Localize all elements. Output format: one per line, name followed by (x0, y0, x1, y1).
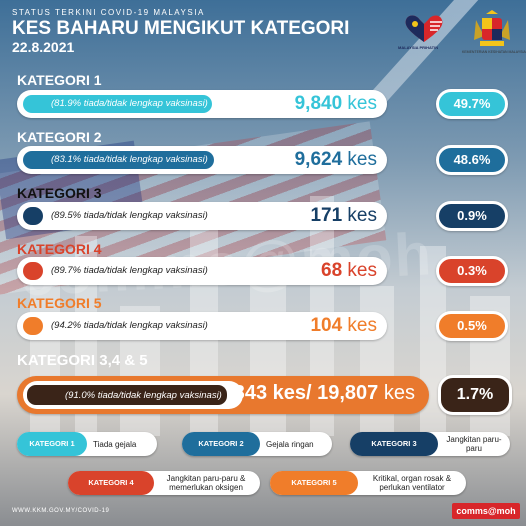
legend-category-5: KATEGORI 5 Kritikal, organ rosak & perlu… (270, 471, 466, 495)
category-5-label: KATEGORI 5 (17, 295, 102, 311)
legend-category-3: KATEGORI 3 Jangkitan paru-paru (350, 432, 510, 456)
legend-category-5-tag: KATEGORI 5 (270, 471, 358, 495)
kkm-caption: KEMENTERIAN KESIHATAN MALAYSIA (462, 50, 526, 54)
legend-category-3-tag: KATEGORI 3 (350, 432, 438, 456)
combined-category-label: KATEGORI 3,4 & 5 (17, 352, 148, 369)
page-title: KES BAHARU MENGIKUT KATEGORI (12, 18, 350, 39)
category-1-vaccination-bar (23, 95, 212, 113)
category-5-case-count: 104 kes (310, 315, 377, 336)
report-date: 22.8.2021 (12, 39, 75, 55)
malaysia-prihatin-caption: MALAYSIA PRIHATIN (398, 45, 439, 50)
kkm-crest-logo: KEMENTERIAN KESIHATAN MALAYSIA (462, 10, 526, 56)
combined-row: (91.0% tiada/tidak lengkap vaksinasi) 34… (17, 376, 429, 414)
category-2-row: (83.1% tiada/tidak lengkap vaksinasi) 9,… (17, 146, 387, 174)
category-1-vaccination-note: (81.9% tiada/tidak lengkap vaksinasi) (51, 98, 208, 109)
category-5-vaccination-bar (23, 317, 43, 335)
legend-category-5-desc: Kritikal, organ rosak & perlukan ventila… (372, 474, 452, 492)
category-1-row: (81.9% tiada/tidak lengkap vaksinasi) 9,… (17, 90, 387, 118)
legend-category-4-desc: Jangkitan paru-paru & memerlukan oksigen (166, 474, 246, 492)
legend-category-2-tag: KATEGORI 2 (182, 432, 260, 456)
category-2-vaccination-note: (83.1% tiada/tidak lengkap vaksinasi) (51, 154, 208, 165)
category-4-label: KATEGORI 4 (17, 241, 102, 257)
category-2-case-count: 9,624 kes (294, 149, 377, 170)
category-4-vaccination-note: (89.7% tiada/tidak lengkap vaksinasi) (51, 265, 208, 276)
category-1-case-count: 9,840 kes (294, 93, 377, 114)
header-subtitle: STATUS TERKINI COVID-19 MALAYSIA (12, 8, 205, 17)
category-4-row: (89.7% tiada/tidak lengkap vaksinasi) 68… (17, 257, 387, 285)
legend-category-2: KATEGORI 2 Gejala ringan (182, 432, 332, 456)
category-5-row: (94.2% tiada/tidak lengkap vaksinasi) 10… (17, 312, 387, 340)
legend-category-1: KATEGORI 1 Tiada gejala (17, 432, 157, 456)
category-1-label: KATEGORI 1 (17, 72, 102, 88)
legend-category-3-desc: Jangkitan paru-paru (446, 435, 502, 453)
category-1-percent-badge: 49.7% (436, 89, 508, 119)
combined-vaccination-note: (91.0% tiada/tidak lengkap vaksinasi) (65, 390, 222, 401)
legend-category-2-desc: Gejala ringan (266, 439, 314, 449)
category-2-percent-badge: 48.6% (436, 145, 508, 175)
footer-website: WWW.KKM.GOV.MY/COVID-19 (12, 508, 110, 514)
category-2-label: KATEGORI 2 (17, 129, 102, 145)
category-5-vaccination-note: (94.2% tiada/tidak lengkap vaksinasi) (51, 320, 208, 331)
category-4-case-count: 68 kes (321, 260, 377, 281)
combined-vaccination-bar (27, 385, 227, 405)
category-4-vaccination-bar (23, 262, 43, 280)
legend-category-4-tag: KATEGORI 4 (68, 471, 154, 495)
combined-vaccination-track (23, 381, 243, 409)
category-3-percent-badge: 0.9% (436, 201, 508, 231)
combined-percent-badge: 1.7% (438, 375, 512, 415)
category-2-vaccination-bar (23, 151, 214, 169)
category-3-vaccination-bar (23, 207, 43, 225)
category-3-label: KATEGORI 3 (17, 185, 102, 201)
category-3-case-count: 171 kes (310, 205, 377, 226)
category-5-percent-badge: 0.5% (436, 311, 508, 341)
malaysia-prihatin-logo: MALAYSIA PRIHATIN (398, 12, 448, 52)
footer-comms-tag: comms@moh (452, 503, 520, 519)
category-3-row: (89.5% tiada/tidak lengkap vaksinasi) 17… (17, 202, 387, 230)
category-4-percent-badge: 0.3% (436, 256, 508, 286)
legend-category-4: KATEGORI 4 Jangkitan paru-paru & memerlu… (68, 471, 260, 495)
category-3-vaccination-note: (89.5% tiada/tidak lengkap vaksinasi) (51, 210, 208, 221)
combined-case-count: 343 kes/ 19,807 kes (233, 382, 415, 404)
legend-category-1-desc: Tiada gejala (93, 439, 137, 449)
legend-category-1-tag: KATEGORI 1 (17, 432, 87, 456)
